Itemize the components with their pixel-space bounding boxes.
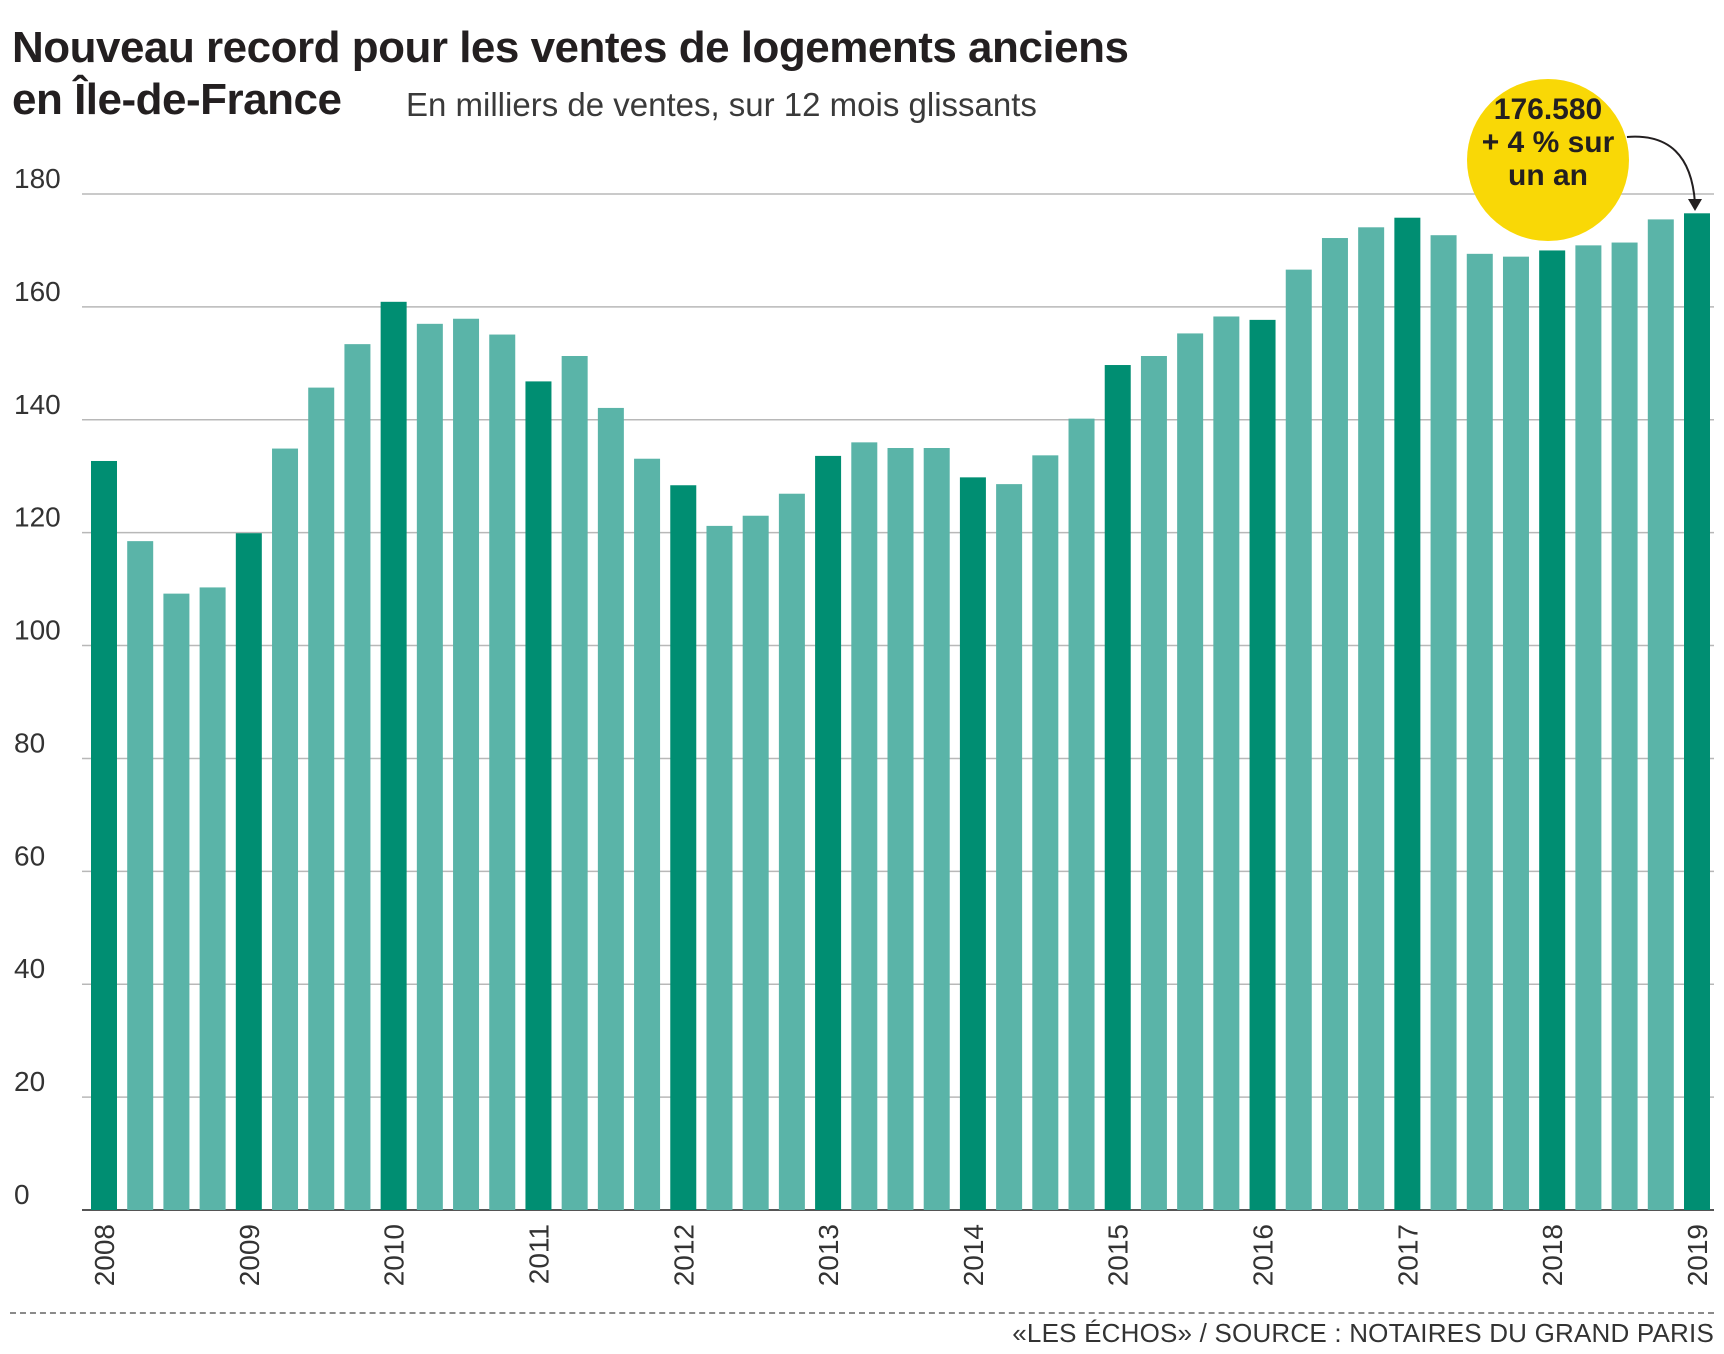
bar — [670, 485, 697, 1211]
source-footer: «LES ÉCHOS» / SOURCE : NOTAIRES DU GRAND… — [1012, 1318, 1714, 1349]
bar — [742, 515, 769, 1210]
bar — [923, 448, 950, 1210]
bar — [1611, 242, 1638, 1210]
x-tick-label: 2014 — [958, 1224, 989, 1286]
x-tick-label: 2015 — [1103, 1224, 1134, 1286]
bar — [199, 587, 226, 1210]
y-tick-label: 100 — [14, 615, 61, 646]
callout-arrow-line — [1626, 135, 1696, 204]
bar — [163, 593, 190, 1210]
y-tick-label: 60 — [14, 840, 45, 871]
bar — [1394, 217, 1421, 1210]
x-tick-label: 2016 — [1248, 1224, 1279, 1286]
bar — [1502, 256, 1529, 1210]
bar — [1104, 365, 1131, 1210]
x-tick-label: 2019 — [1682, 1224, 1713, 1286]
bar — [235, 533, 262, 1210]
callout-value: 176.580 — [1493, 93, 1603, 126]
bar — [453, 318, 480, 1211]
footer-divider — [10, 1312, 1714, 1314]
bar — [416, 323, 443, 1210]
chart-title-line2: en Île-de-France — [12, 75, 342, 124]
chart-title-line1: Nouveau record pour les ventes de logeme… — [12, 23, 1129, 72]
bar — [91, 460, 117, 1211]
record-callout: 176.580 + 4 % sur un an — [1467, 79, 1629, 241]
x-tick-label: 2010 — [379, 1224, 410, 1286]
bar — [1575, 245, 1602, 1210]
bar — [1140, 355, 1167, 1210]
y-tick-label: 120 — [14, 502, 61, 533]
x-tick-label: 2018 — [1537, 1224, 1568, 1286]
bar — [1213, 316, 1240, 1210]
x-tick-label: 2017 — [1392, 1224, 1423, 1286]
y-tick-label: 140 — [14, 389, 61, 420]
bar-chart: 0 20 40 60 80 100 120 140 160 180 2008 2009 2010 201… — [14, 135, 1714, 1286]
bar — [959, 477, 986, 1211]
x-tick-label: 2008 — [89, 1224, 120, 1286]
bar — [851, 442, 878, 1210]
x-tick-label: 2013 — [813, 1224, 844, 1286]
bar — [996, 484, 1023, 1210]
bar — [1249, 319, 1276, 1211]
bar — [1358, 227, 1385, 1210]
bar — [887, 448, 914, 1210]
x-tick-label: 2012 — [668, 1224, 699, 1286]
y-tick-label: 180 — [14, 163, 61, 194]
bar — [525, 381, 552, 1210]
bar — [1321, 238, 1348, 1210]
bar — [815, 455, 842, 1210]
chart-subtitle: En milliers de ventes, sur 12 mois gliss… — [406, 86, 1037, 123]
bar — [272, 448, 299, 1210]
callout-arrow — [1626, 135, 1702, 211]
source-text: / SOURCE : NOTAIRES DU GRAND PARIS — [1199, 1318, 1714, 1348]
bar — [1539, 250, 1566, 1210]
y-tick-label: 0 — [14, 1179, 30, 1210]
callout-arrow-head — [1688, 199, 1702, 211]
bar — [489, 334, 516, 1211]
bar — [634, 458, 661, 1210]
x-tick-label: 2011 — [523, 1224, 554, 1284]
x-tick-label: 2009 — [234, 1224, 265, 1286]
bar — [1430, 235, 1457, 1210]
bar — [127, 541, 154, 1210]
callout-period: un an — [1508, 159, 1588, 192]
bar — [308, 387, 335, 1210]
y-tick-label: 40 — [14, 953, 45, 984]
bars — [91, 213, 1710, 1211]
bar — [706, 525, 733, 1210]
bar — [1068, 418, 1095, 1210]
bar — [597, 407, 624, 1210]
bar — [380, 301, 407, 1210]
y-tick-label: 80 — [14, 727, 45, 758]
bar — [1285, 269, 1312, 1210]
bar — [1177, 333, 1204, 1210]
bar — [1684, 213, 1710, 1210]
bar — [344, 344, 371, 1210]
x-axis-labels: 2008 2009 2010 2011 2012 2013 2014 2015 2016 2017… — [89, 1224, 1713, 1286]
y-tick-label: 20 — [14, 1066, 45, 1097]
publication-name: «LES ÉCHOS» — [1012, 1318, 1193, 1348]
callout-change: + 4 % sur — [1481, 126, 1615, 159]
bar — [1647, 219, 1674, 1210]
bar — [1032, 455, 1059, 1210]
bar — [561, 355, 588, 1210]
bar — [778, 493, 805, 1211]
bar — [1466, 253, 1493, 1210]
y-tick-label: 160 — [14, 276, 61, 307]
